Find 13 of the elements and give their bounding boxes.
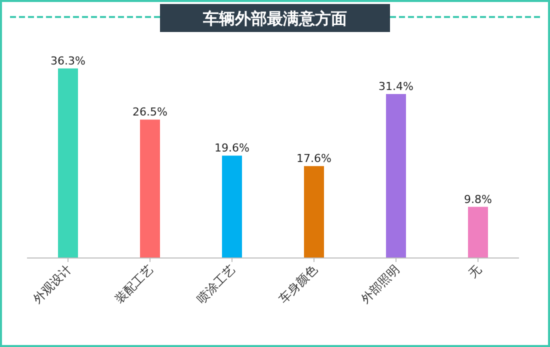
x-tick-label: 喷涂工艺 — [194, 262, 238, 306]
data-label: 17.6% — [296, 152, 332, 166]
x-tick-label: 车身颜色 — [276, 262, 320, 306]
chart-title: 车辆外部最满意方面 — [202, 9, 347, 28]
x-tick-label: 外观设计 — [30, 262, 74, 306]
data-label: 26.5% — [132, 106, 168, 119]
data-label: 9.8% — [464, 192, 492, 206]
data-label: 36.3% — [50, 54, 86, 68]
x-tick-label: 无 — [466, 262, 484, 281]
data-label: 31.4% — [378, 80, 414, 94]
data-label: 19.6% — [214, 142, 250, 155]
x-tick-label: 装配工艺 — [112, 262, 156, 306]
x-tick-label: 外部照明 — [358, 262, 402, 306]
